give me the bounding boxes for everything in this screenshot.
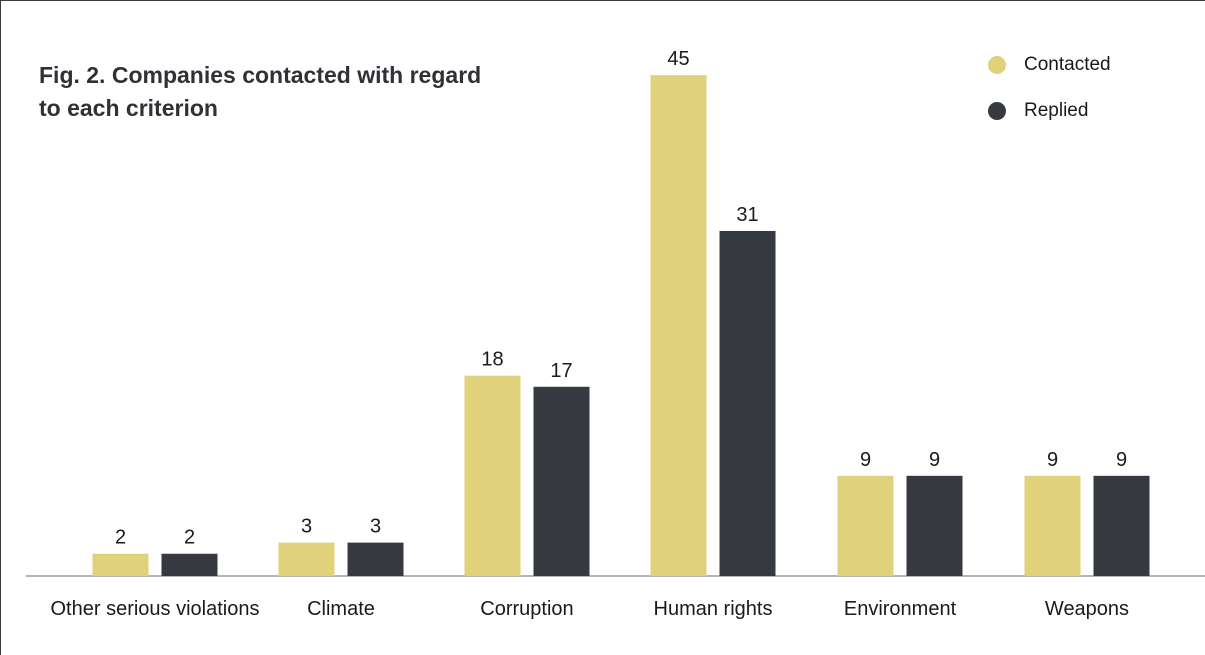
legend-label-replied: Replied [1024,100,1089,121]
legend-item-contacted: Contacted [988,53,1111,77]
data-label-replied-0: 2 [184,527,195,549]
data-label-contacted-2: 18 [481,349,503,371]
category-label-2: Corruption [480,598,573,620]
bar-contacted-1 [278,542,335,576]
legend-item-replied: Replied [988,99,1111,123]
category-label-5: Weapons [1045,598,1129,620]
category-label-4: Environment [844,598,957,620]
legend-swatch-replied [988,102,1006,120]
data-label-replied-5: 9 [1116,449,1127,471]
data-label-replied-3: 31 [736,204,758,226]
chart-title: Fig. 2. Companies contacted with regard … [39,62,482,121]
data-label-replied-1: 3 [370,516,381,538]
bar-contacted-2 [464,375,521,576]
data-label-contacted-3: 45 [667,48,689,70]
bar-replied-4 [906,475,963,576]
category-label-3: Human rights [654,598,773,620]
bar-replied-3 [719,230,776,576]
bar-contacted-4 [837,475,894,576]
data-label-contacted-4: 9 [860,449,871,471]
data-label-replied-4: 9 [929,449,940,471]
legend: Contacted Replied [988,53,1111,145]
bar-contacted-5 [1024,475,1081,576]
category-label-1: Climate [307,598,375,620]
bar-replied-0 [161,553,218,576]
bar-replied-2 [533,386,590,576]
data-label-replied-2: 17 [550,360,572,382]
bar-replied-5 [1093,475,1150,576]
data-label-contacted-1: 3 [301,516,312,538]
data-label-contacted-5: 9 [1047,449,1058,471]
legend-swatch-contacted [988,56,1006,74]
bar-replied-1 [347,542,404,576]
legend-label-contacted: Contacted [1024,54,1111,75]
bar-contacted-3 [650,75,707,577]
data-label-contacted-0: 2 [115,527,126,549]
bar-contacted-0 [92,553,149,576]
category-label-0: Other serious violations [51,598,260,620]
